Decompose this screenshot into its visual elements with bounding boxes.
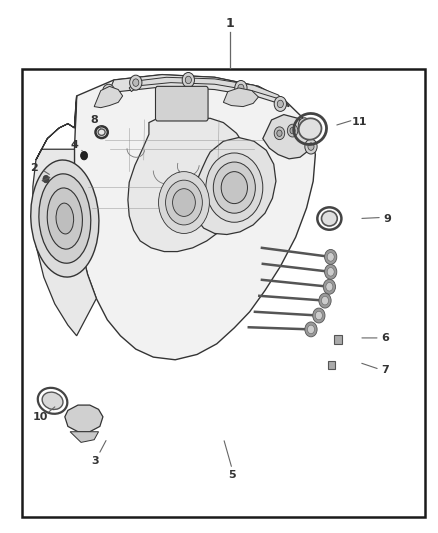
Text: 6: 6 — [381, 334, 389, 343]
Text: 2: 2 — [30, 163, 38, 173]
Circle shape — [301, 122, 307, 129]
Polygon shape — [223, 88, 258, 107]
Polygon shape — [193, 138, 276, 235]
Text: 11: 11 — [351, 117, 367, 126]
Text: 5: 5 — [228, 471, 236, 480]
Circle shape — [327, 253, 334, 261]
Text: 10: 10 — [32, 412, 48, 422]
Circle shape — [290, 127, 295, 134]
Circle shape — [287, 124, 298, 137]
Circle shape — [102, 84, 115, 99]
Circle shape — [159, 172, 209, 233]
Circle shape — [307, 325, 314, 334]
Ellipse shape — [98, 129, 105, 135]
FancyBboxPatch shape — [334, 335, 342, 344]
Circle shape — [238, 84, 244, 92]
Polygon shape — [74, 75, 315, 360]
Circle shape — [173, 189, 195, 216]
Text: 7: 7 — [381, 366, 389, 375]
Polygon shape — [70, 432, 99, 442]
Circle shape — [326, 282, 333, 291]
Circle shape — [185, 76, 191, 84]
Circle shape — [305, 322, 317, 337]
Polygon shape — [94, 86, 123, 108]
Polygon shape — [107, 75, 289, 107]
Circle shape — [325, 264, 337, 279]
Circle shape — [323, 279, 336, 294]
Polygon shape — [129, 77, 285, 101]
Ellipse shape — [31, 160, 99, 277]
Circle shape — [81, 151, 88, 160]
FancyBboxPatch shape — [155, 86, 208, 121]
Ellipse shape — [39, 174, 91, 263]
Circle shape — [298, 118, 311, 133]
Circle shape — [319, 293, 331, 308]
Circle shape — [130, 75, 142, 90]
Circle shape — [325, 249, 337, 264]
Polygon shape — [128, 118, 250, 252]
Circle shape — [321, 296, 328, 305]
Text: 3: 3 — [92, 456, 99, 466]
Circle shape — [133, 79, 139, 86]
Circle shape — [43, 175, 49, 183]
Ellipse shape — [299, 118, 321, 140]
Circle shape — [277, 100, 283, 108]
Text: 9: 9 — [384, 214, 392, 223]
Text: 8: 8 — [90, 115, 98, 125]
Circle shape — [274, 127, 285, 140]
Circle shape — [308, 143, 314, 150]
Ellipse shape — [321, 211, 337, 226]
Circle shape — [313, 308, 325, 323]
Circle shape — [106, 88, 112, 95]
Circle shape — [235, 80, 247, 95]
Ellipse shape — [42, 392, 63, 409]
Circle shape — [213, 162, 255, 213]
Ellipse shape — [47, 188, 82, 249]
Circle shape — [274, 96, 286, 111]
FancyBboxPatch shape — [328, 361, 335, 369]
Circle shape — [166, 180, 202, 225]
Polygon shape — [33, 96, 96, 336]
Bar — [22, 69, 425, 517]
Ellipse shape — [56, 203, 74, 234]
Circle shape — [305, 139, 317, 154]
Text: 4: 4 — [71, 140, 78, 150]
Circle shape — [221, 172, 247, 204]
Polygon shape — [263, 115, 311, 159]
Circle shape — [315, 311, 322, 320]
Circle shape — [277, 130, 282, 136]
Circle shape — [327, 268, 334, 276]
Circle shape — [182, 72, 194, 87]
Polygon shape — [65, 405, 103, 432]
Circle shape — [206, 153, 263, 222]
Text: 1: 1 — [226, 18, 234, 30]
